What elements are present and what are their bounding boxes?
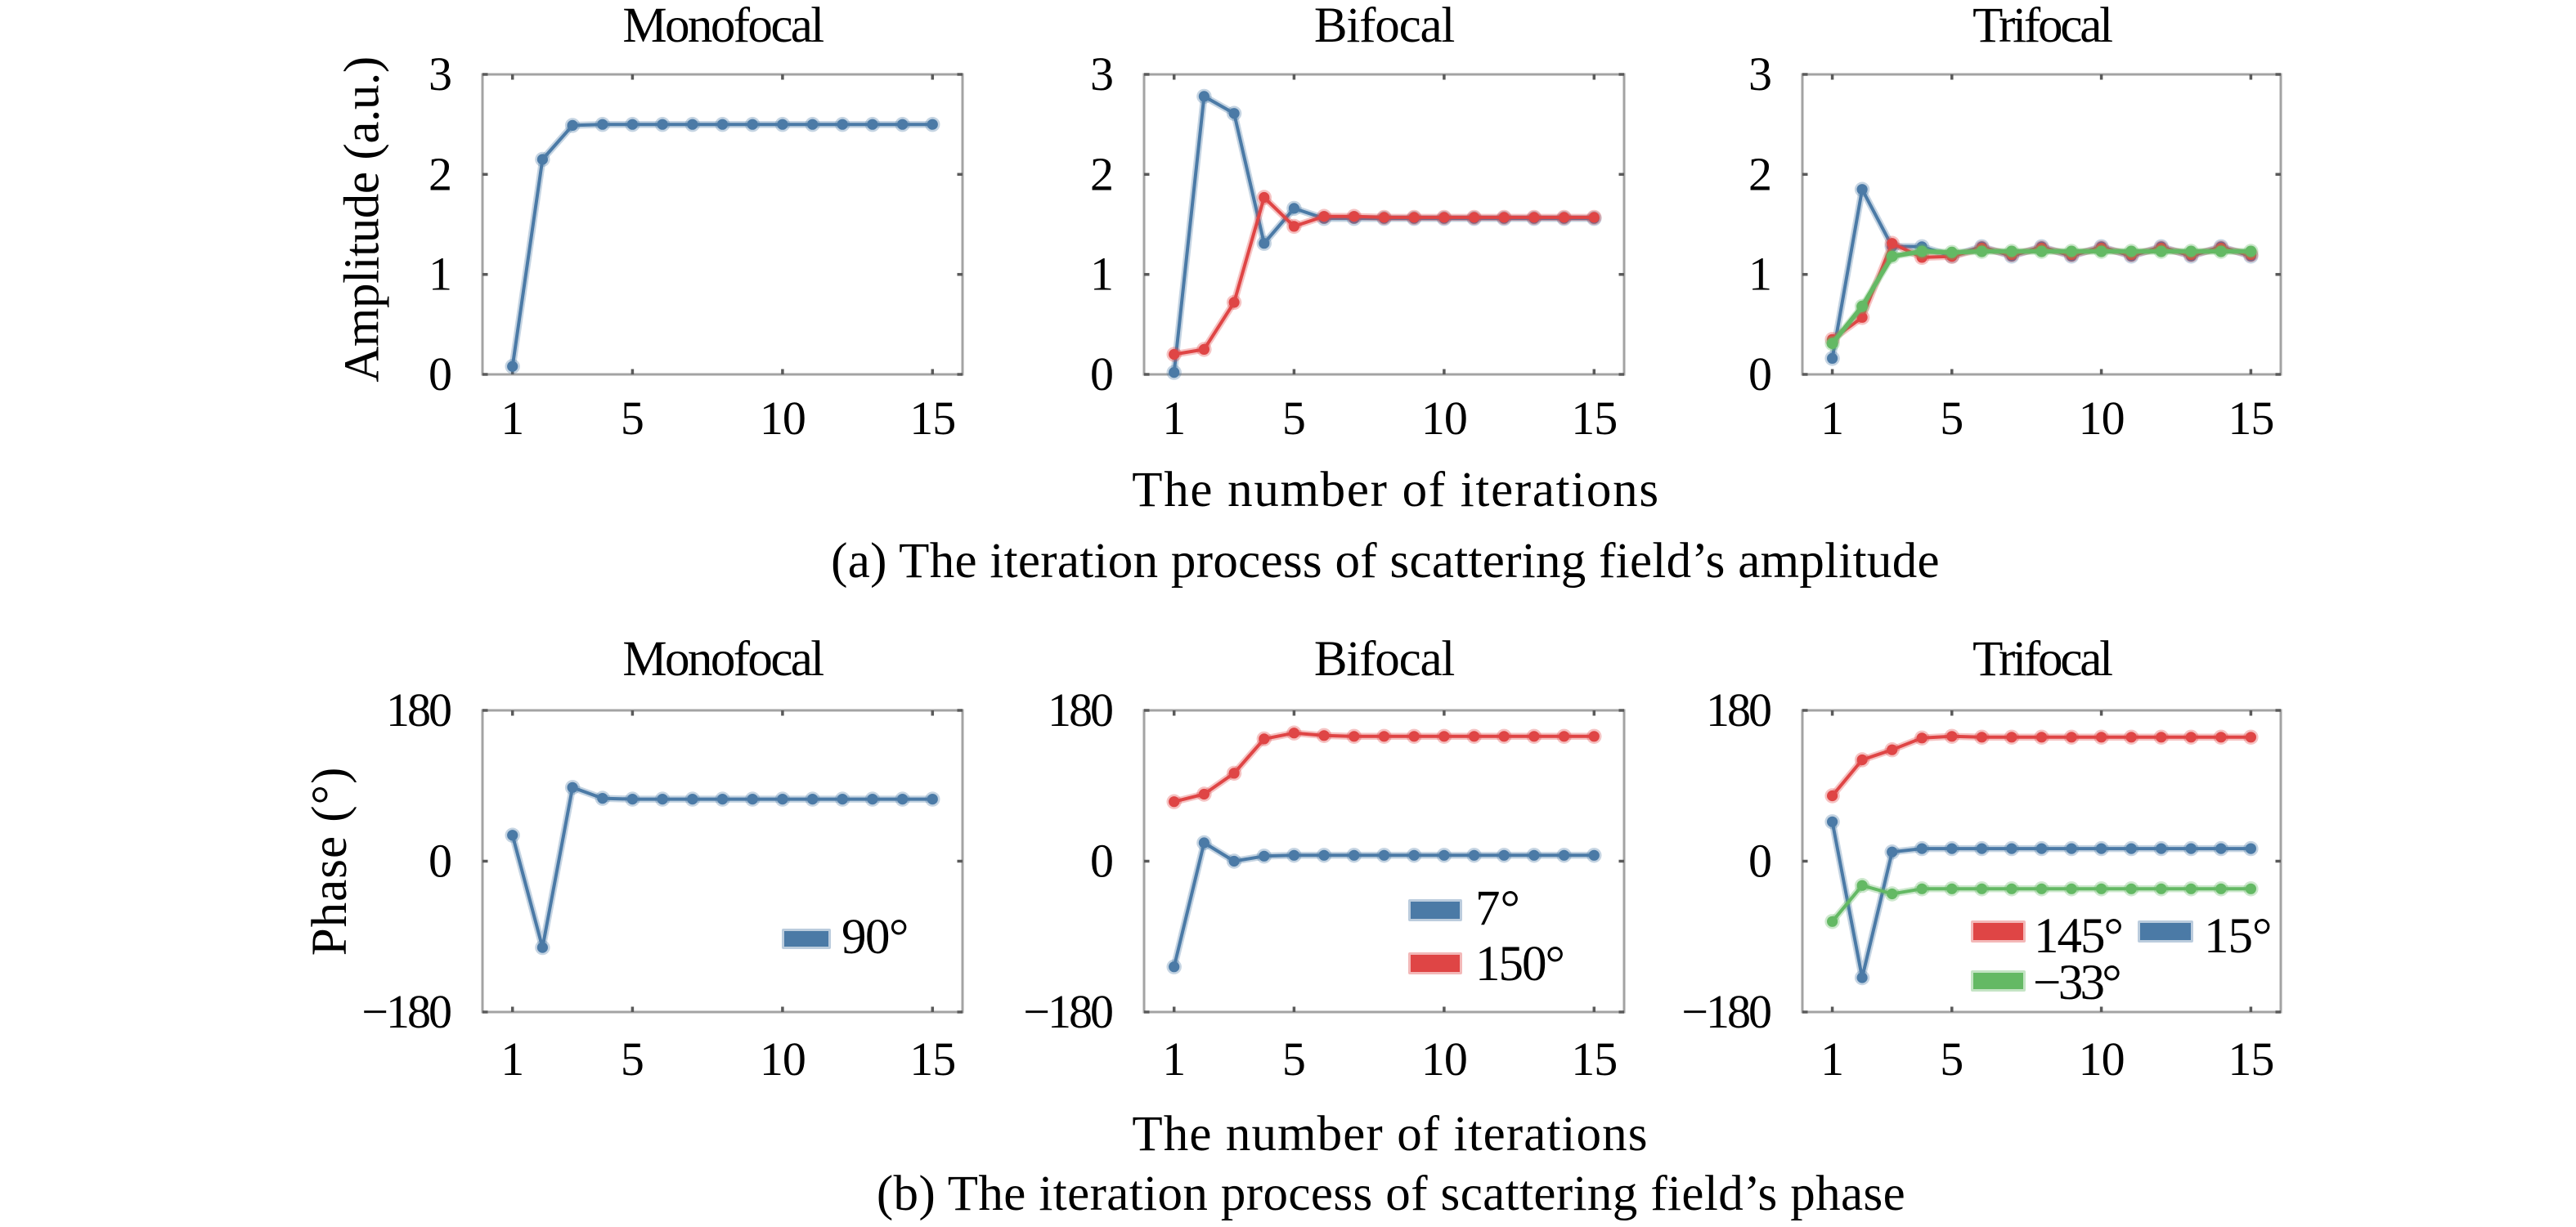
svg-text:145°: 145° bbox=[2034, 909, 2122, 964]
svg-text:5: 5 bbox=[1282, 392, 1306, 445]
svg-text:10: 10 bbox=[2079, 1032, 2125, 1086]
svg-text:1: 1 bbox=[1162, 392, 1186, 445]
svg-text:150°: 150° bbox=[1475, 937, 1564, 992]
svg-text:15: 15 bbox=[2228, 392, 2273, 445]
svg-text:Monofocal: Monofocal bbox=[622, 632, 824, 687]
svg-text:5: 5 bbox=[621, 1032, 644, 1086]
svg-text:15: 15 bbox=[909, 1032, 955, 1086]
svg-text:15: 15 bbox=[909, 392, 955, 445]
svg-text:(b) The iteration process of s: (b) The iteration process of scattering … bbox=[877, 1167, 1905, 1221]
svg-text:1: 1 bbox=[1820, 392, 1844, 445]
svg-text:3: 3 bbox=[1748, 47, 1772, 101]
svg-text:Phase (°): Phase (°) bbox=[303, 767, 357, 956]
svg-text:10: 10 bbox=[2079, 392, 2125, 445]
svg-text:2: 2 bbox=[1090, 147, 1114, 200]
svg-text:10: 10 bbox=[1421, 1032, 1467, 1086]
svg-text:15: 15 bbox=[1571, 1032, 1617, 1086]
svg-text:2: 2 bbox=[429, 147, 452, 200]
svg-text:180: 180 bbox=[1706, 683, 1770, 737]
svg-text:The number of iterations: The number of iterations bbox=[1132, 463, 1660, 517]
svg-text:Bifocal: Bifocal bbox=[1314, 632, 1454, 687]
svg-text:5: 5 bbox=[621, 392, 644, 445]
svg-text:1: 1 bbox=[1748, 248, 1772, 301]
svg-text:1: 1 bbox=[500, 392, 524, 445]
svg-text:0: 0 bbox=[1090, 835, 1114, 888]
svg-text:Amplitude (a.u.): Amplitude (a.u.) bbox=[335, 56, 390, 382]
svg-text:5: 5 bbox=[1940, 392, 1963, 445]
svg-text:15°: 15° bbox=[2204, 909, 2271, 964]
svg-text:0: 0 bbox=[429, 347, 452, 401]
svg-text:1: 1 bbox=[500, 1032, 524, 1086]
svg-text:5: 5 bbox=[1282, 1032, 1306, 1086]
svg-text:10: 10 bbox=[1421, 392, 1467, 445]
svg-text:Bifocal: Bifocal bbox=[1314, 0, 1454, 53]
svg-text:2: 2 bbox=[1748, 147, 1772, 200]
svg-text:180: 180 bbox=[1048, 683, 1112, 737]
svg-text:−180: −180 bbox=[1023, 985, 1112, 1038]
svg-text:90°: 90° bbox=[841, 910, 908, 965]
svg-text:Trifocal: Trifocal bbox=[1972, 632, 2112, 687]
svg-text:Trifocal: Trifocal bbox=[1972, 0, 2112, 53]
svg-text:10: 10 bbox=[760, 392, 806, 445]
svg-text:10: 10 bbox=[760, 1032, 806, 1086]
svg-text:7°: 7° bbox=[1475, 881, 1520, 936]
svg-text:0: 0 bbox=[1748, 347, 1772, 401]
svg-text:3: 3 bbox=[1090, 47, 1114, 101]
svg-text:0: 0 bbox=[1748, 835, 1772, 888]
svg-text:15: 15 bbox=[1571, 392, 1617, 445]
svg-text:−33°: −33° bbox=[2033, 956, 2120, 1010]
svg-text:5: 5 bbox=[1940, 1032, 1963, 1086]
svg-text:Monofocal: Monofocal bbox=[622, 0, 824, 53]
svg-text:1: 1 bbox=[429, 248, 452, 301]
svg-text:1: 1 bbox=[1162, 1032, 1186, 1086]
svg-text:1: 1 bbox=[1090, 248, 1114, 301]
svg-text:0: 0 bbox=[429, 835, 452, 888]
svg-text:(a) The iteration process of s: (a) The iteration process of scattering … bbox=[831, 534, 1940, 589]
svg-text:0: 0 bbox=[1090, 347, 1114, 401]
svg-text:180: 180 bbox=[386, 683, 451, 737]
svg-text:−180: −180 bbox=[1681, 985, 1770, 1038]
svg-text:1: 1 bbox=[1820, 1032, 1844, 1086]
svg-text:3: 3 bbox=[429, 47, 452, 101]
svg-text:15: 15 bbox=[2228, 1032, 2273, 1086]
svg-text:−180: −180 bbox=[361, 985, 451, 1038]
svg-text:The number of iterations: The number of iterations bbox=[1132, 1107, 1648, 1162]
